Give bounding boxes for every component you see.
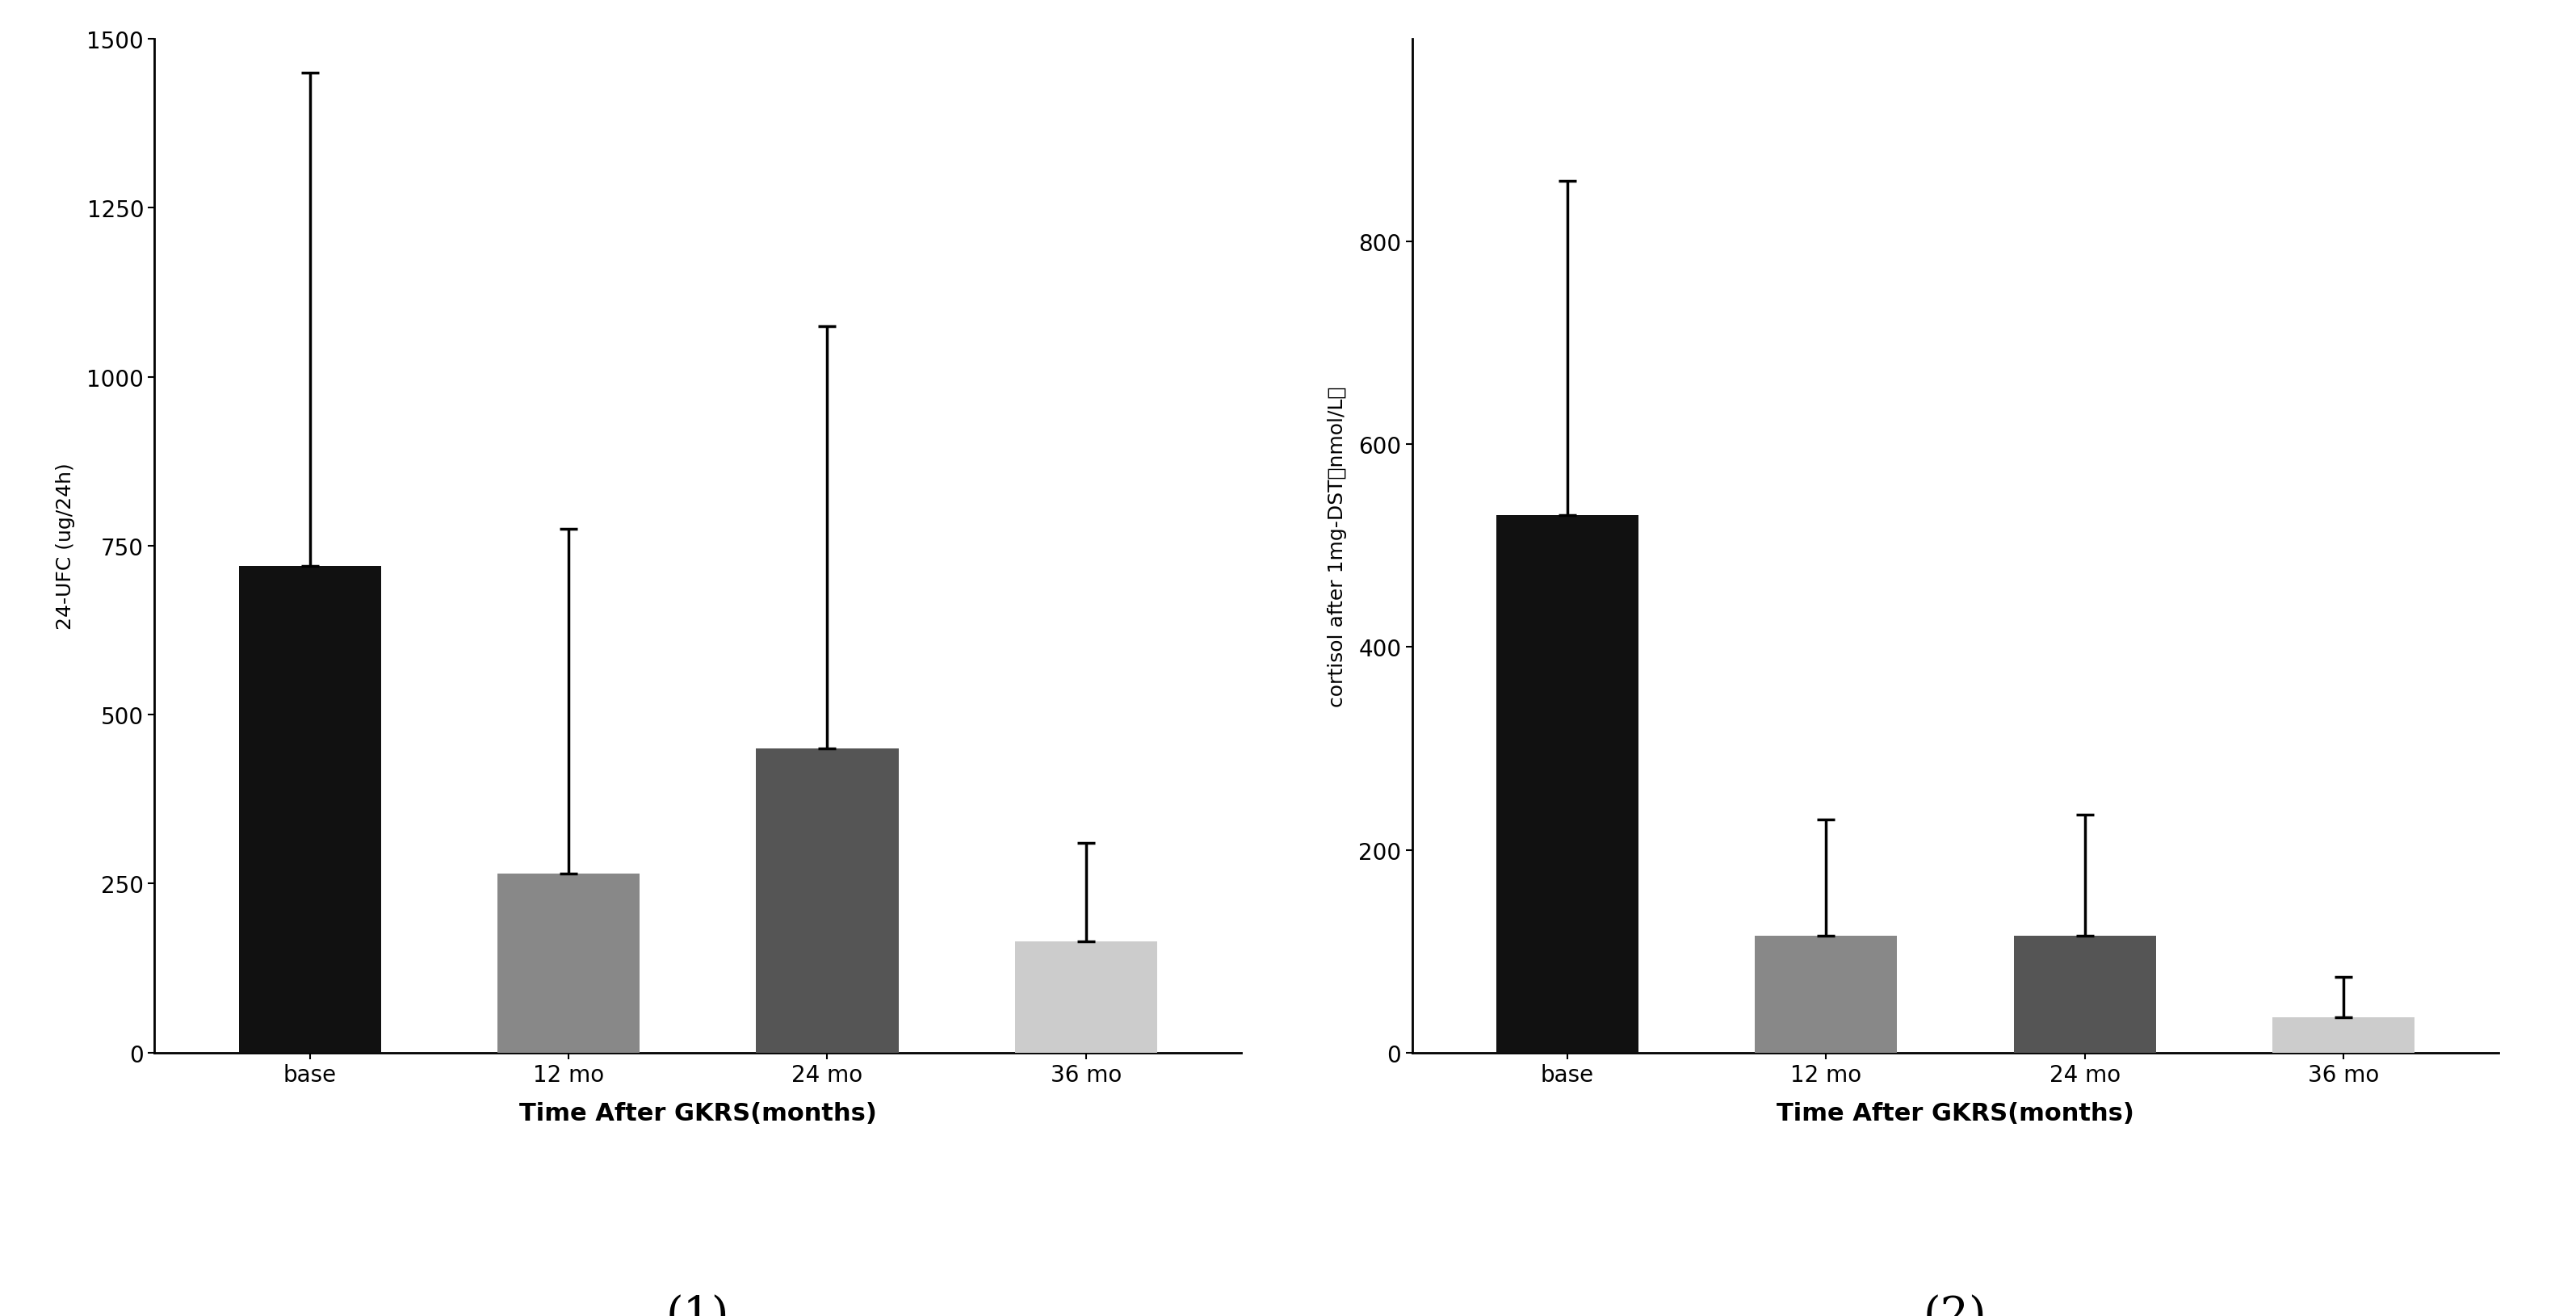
Text: (1): (1) xyxy=(667,1294,729,1316)
Bar xyxy=(757,749,899,1053)
Bar xyxy=(240,566,381,1053)
X-axis label: Time After GKRS(months): Time After GKRS(months) xyxy=(520,1101,876,1125)
Bar xyxy=(2014,936,2156,1053)
Y-axis label: 24-UFC (ug/24h): 24-UFC (ug/24h) xyxy=(57,463,75,629)
Bar xyxy=(1497,516,1638,1053)
Text: (2): (2) xyxy=(1924,1294,1986,1316)
X-axis label: Time After GKRS(months): Time After GKRS(months) xyxy=(1777,1101,2133,1125)
Bar xyxy=(1015,941,1157,1053)
Y-axis label: cortisol after 1mg-DST（nmol/L）: cortisol after 1mg-DST（nmol/L） xyxy=(1327,386,1347,707)
Bar xyxy=(1754,936,1896,1053)
Bar xyxy=(2272,1017,2414,1053)
Bar xyxy=(497,874,639,1053)
